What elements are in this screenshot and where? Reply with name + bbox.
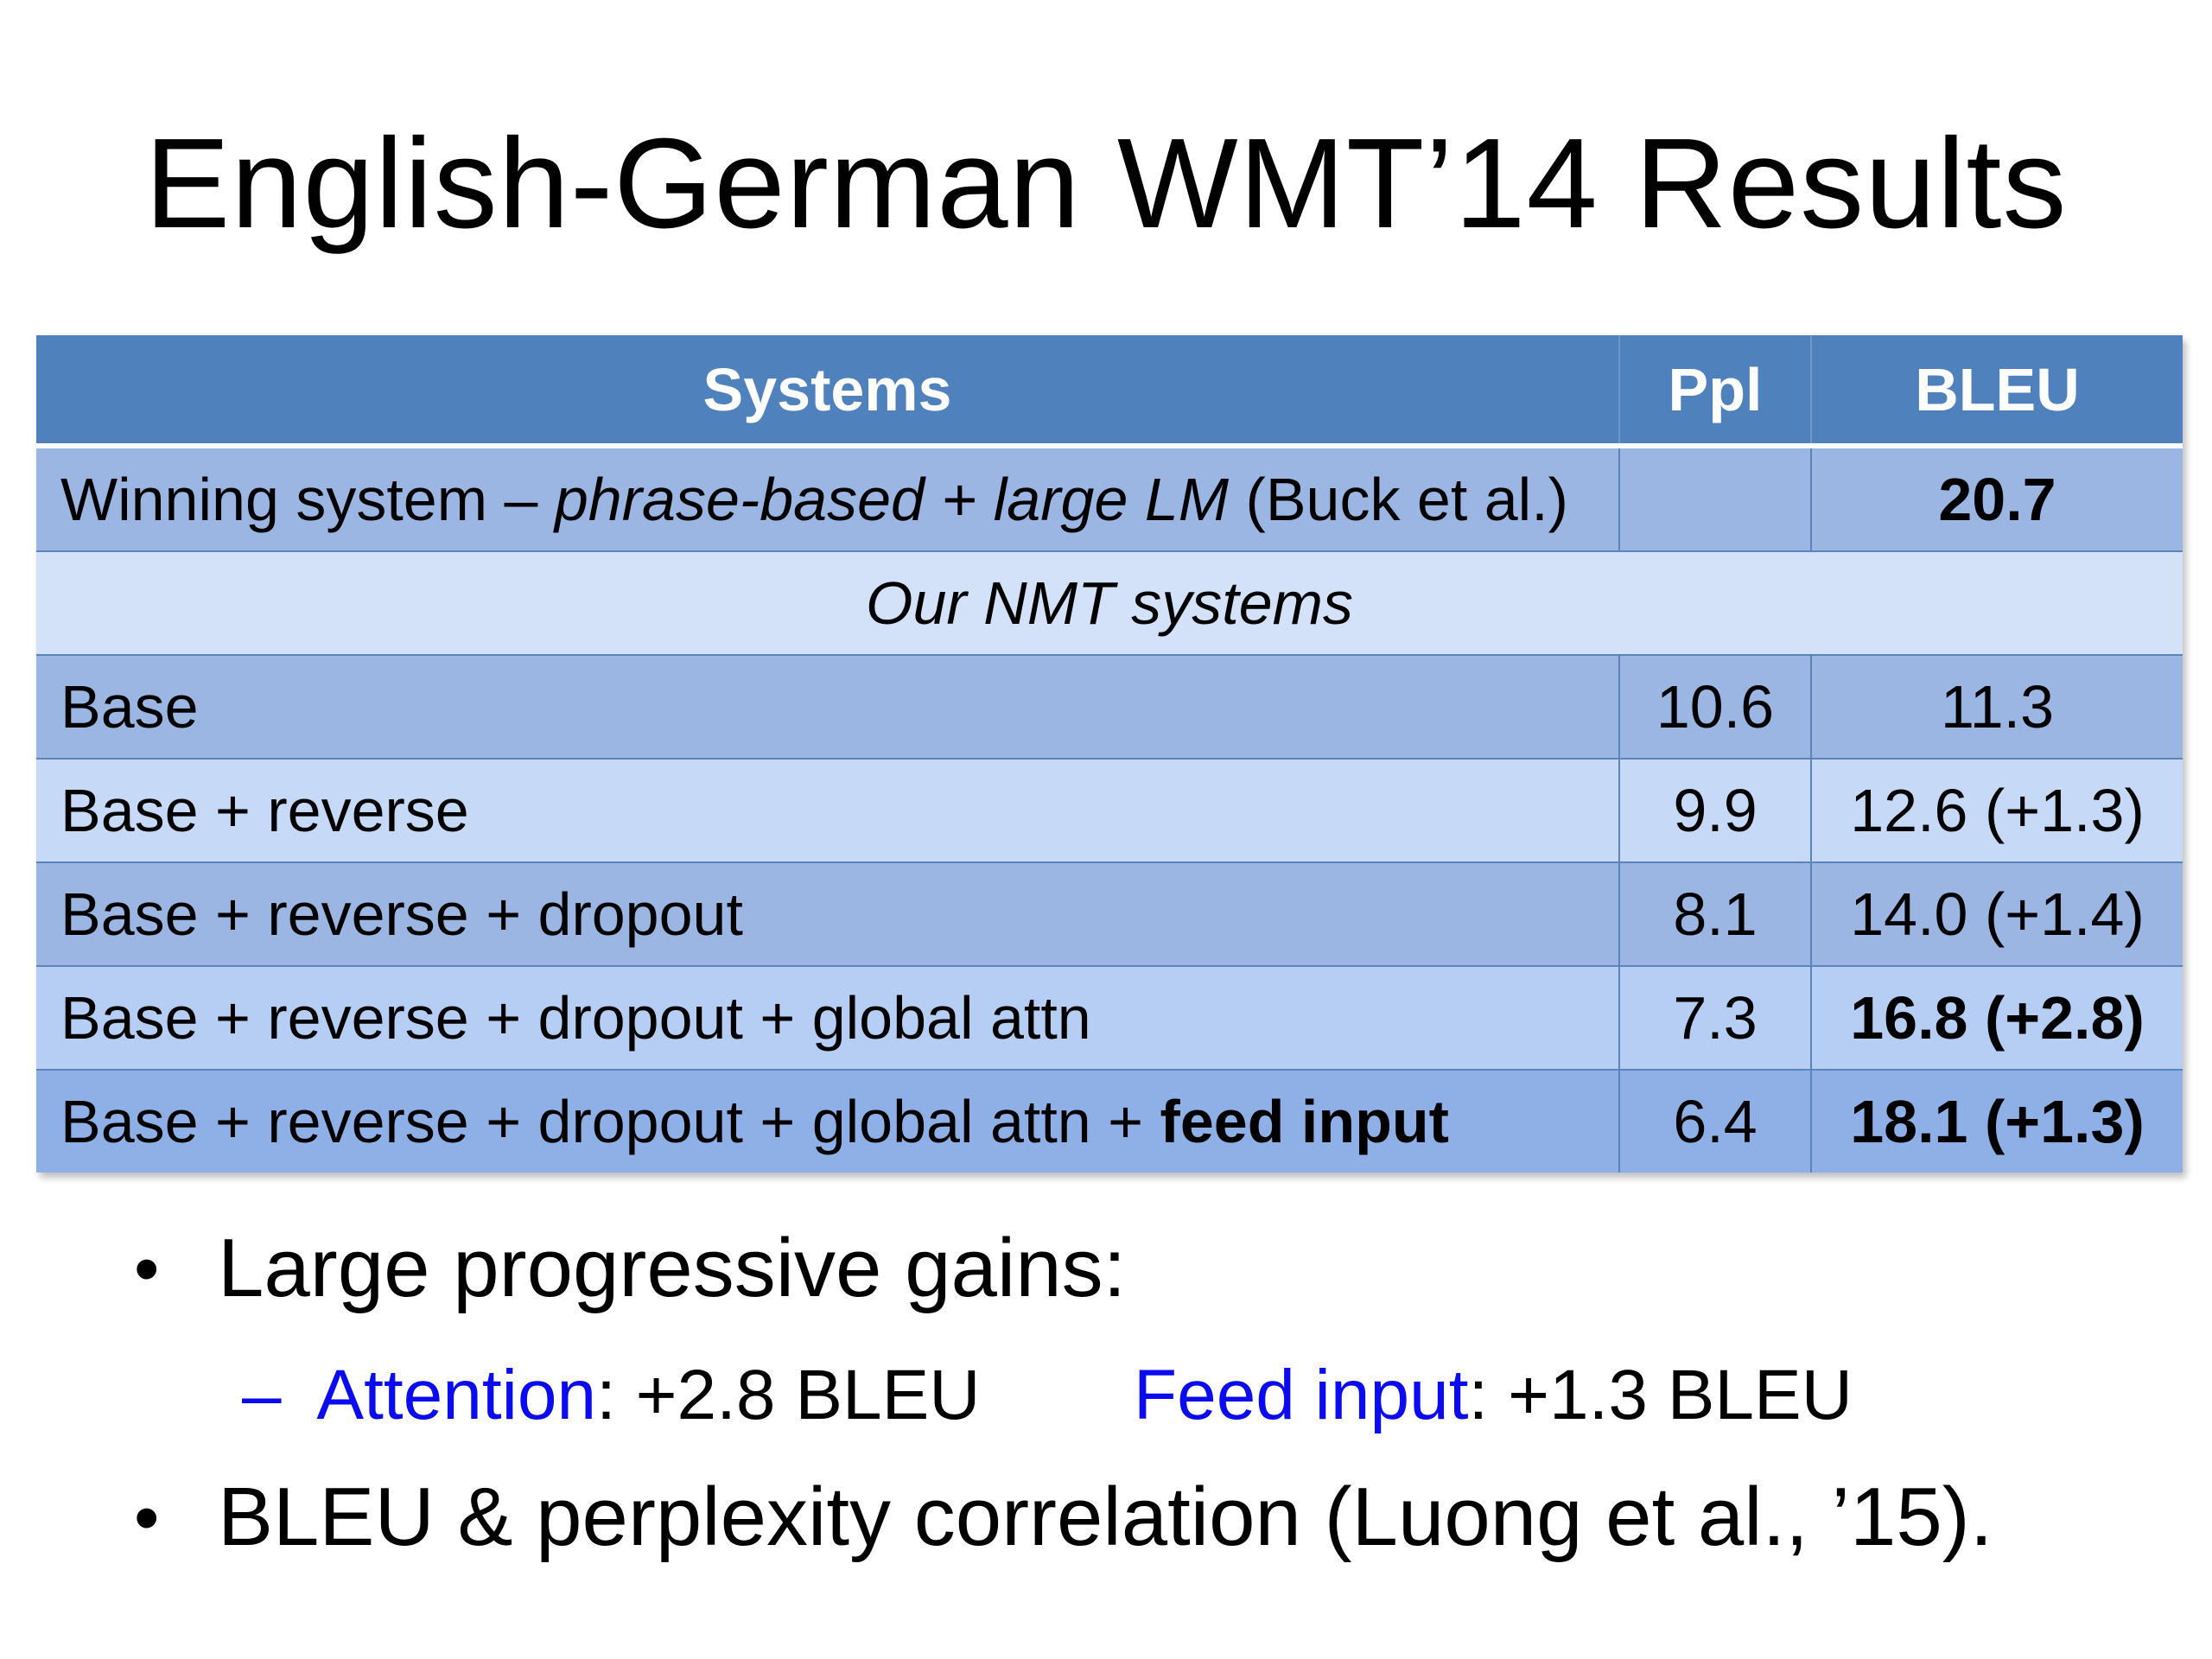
bullet-progressive-gains: Large progressive gains: — [218, 1222, 1127, 1314]
bullet-correlation: BLEU & perplexity correlation (Luong et … — [218, 1471, 1993, 1563]
winning-label-suffix: (Buck et al.) — [1229, 466, 1568, 533]
winning-ppl-cell — [1619, 445, 1812, 551]
table-row: Base + reverse + dropout + global attn +… — [36, 1069, 2183, 1173]
system-cell: Base + reverse — [36, 758, 1620, 862]
bleu-cell: 18.1 (+1.3) — [1811, 1069, 2183, 1173]
winning-label-prefix: Winning system – — [60, 466, 555, 533]
table-row: Base + reverse + dropout + global attn 7… — [36, 965, 2183, 1070]
table-row: Base + reverse + dropout 8.1 14.0 (+1.4) — [36, 861, 2183, 966]
bleu-cell: 12.6 (+1.3) — [1811, 758, 2183, 862]
table-section-row: Our NMT systems — [36, 550, 2183, 655]
table-header-row: Systems Ppl BLEU — [36, 335, 2183, 448]
attention-label: Attention — [316, 1356, 597, 1434]
feed-input-label: Feed input — [1134, 1356, 1469, 1434]
bleu-cell: 16.8 (+2.8) — [1811, 965, 2183, 1070]
system-bold: feed input — [1160, 1088, 1449, 1155]
bullet-marker: • — [134, 1228, 160, 1309]
bullet-marker: • — [134, 1477, 160, 1558]
system-cell: Base + reverse + dropout + global attn — [36, 965, 1620, 1070]
bleu-cell: 14.0 (+1.4) — [1811, 861, 2183, 966]
feed-input-gain: Feed input: +1.3 BLEU — [1134, 1348, 1853, 1443]
ppl-cell: 7.3 — [1619, 965, 1812, 1070]
system-prefix: Base + reverse + dropout + global attn + — [60, 1088, 1160, 1155]
table-row: Base + reverse 9.9 12.6 (+1.3) — [36, 758, 2183, 862]
ppl-cell: 8.1 — [1619, 861, 1812, 966]
system-cell: Base + reverse + dropout + global attn +… — [36, 1069, 1620, 1173]
results-table: Systems Ppl BLEU Winning system – phrase… — [36, 335, 2183, 1173]
attention-value: : +2.8 BLEU — [596, 1356, 981, 1434]
ppl-cell: 9.9 — [1619, 758, 1812, 862]
winning-bleu-cell: 20.7 — [1811, 445, 2183, 551]
sub-bullet-gains: – Attention: +2.8 BLEU — [242, 1348, 981, 1443]
sub-bullet-dash: – — [242, 1356, 282, 1434]
header-ppl: Ppl — [1619, 335, 1812, 448]
table-row: Base 10.6 11.3 — [36, 654, 2183, 759]
slide-title: English-German WMT’14 Results — [144, 112, 2068, 255]
ppl-cell: 10.6 — [1619, 654, 1812, 759]
winning-system-cell: Winning system – phrase-based + large LM… — [36, 445, 1620, 551]
feed-input-value: : +1.3 BLEU — [1468, 1356, 1853, 1434]
system-cell: Base — [36, 654, 1620, 759]
ppl-cell: 6.4 — [1619, 1069, 1812, 1173]
table-row-winning: Winning system – phrase-based + large LM… — [36, 445, 2183, 551]
system-cell: Base + reverse + dropout — [36, 861, 1620, 966]
winning-label-italic: phrase-based + large LM — [554, 466, 1230, 533]
header-systems: Systems — [36, 335, 1620, 448]
section-label: Our NMT systems — [36, 550, 2183, 655]
bleu-cell: 11.3 — [1811, 654, 2183, 759]
header-bleu: BLEU — [1811, 335, 2183, 448]
